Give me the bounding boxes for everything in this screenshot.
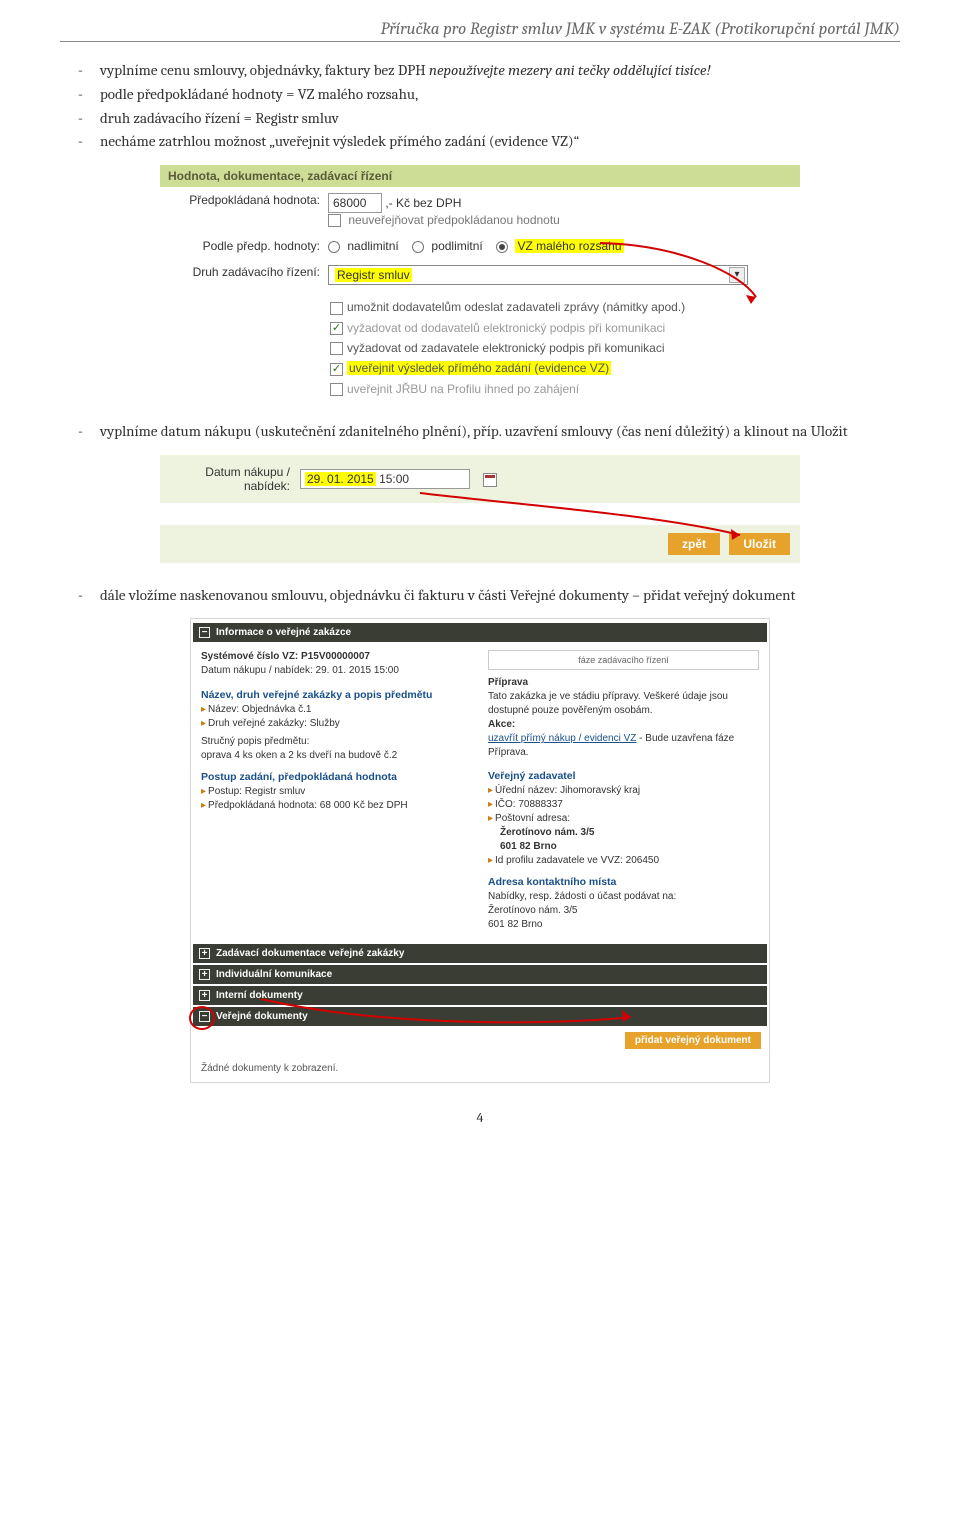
radio-label: VZ malého rozsahu: [515, 239, 623, 253]
list-item: necháme zatrhlou možnost „uveřejnit výsl…: [78, 131, 900, 153]
empty-docs-text: Žádné dokumenty k zobrazení.: [193, 1053, 767, 1080]
list-item: vyplníme datum nákupu (uskutečnění zdani…: [78, 421, 900, 443]
field-label: Předpokládaná hodnota:: [168, 193, 328, 207]
section-title: Informace o veřejné zakázce: [216, 627, 351, 638]
info-line: ▸Název: Objednávka č.1: [201, 703, 472, 717]
bullet-list-3: dále vložíme naskenovanou smlouvu, objed…: [60, 585, 900, 607]
procedure-select[interactable]: Registr smluv ▾: [328, 265, 748, 285]
collapse-icon[interactable]: −: [199, 627, 210, 638]
info-line: Datum nákupu / nabídek: 29. 01. 2015 15:…: [201, 664, 472, 678]
radio-label: podlimitní: [431, 239, 482, 253]
option-checkbox[interactable]: [330, 322, 343, 335]
address-line: 601 82 Brno: [500, 841, 557, 852]
section-bar[interactable]: + Zadávací dokumentace veřejné zakázky: [193, 944, 767, 963]
section-bar[interactable]: + Individuální komunikace: [193, 965, 767, 984]
currency-suffix: ,- Kč bez DPH: [385, 196, 461, 210]
section-bar[interactable]: + Interní dokumenty: [193, 986, 767, 1005]
address-line: 601 82 Brno: [488, 918, 759, 932]
radio-nadlimitni[interactable]: [328, 241, 340, 253]
phase-desc: Tato zakázka je ve stádiu přípravy. Vešk…: [488, 690, 759, 718]
info-line: Nabídky, resp. žádosti o účast podávat n…: [488, 890, 759, 904]
sub-heading: Postup zadání, předpokládaná hodnota: [201, 771, 472, 783]
field-label: Druh zadávacího řízení:: [168, 265, 328, 279]
section-title: Interní dokumenty: [216, 990, 303, 1001]
expand-icon[interactable]: +: [199, 969, 210, 980]
bullet-list-2: vyplníme datum nákupu (uskutečnění zdani…: [60, 421, 900, 443]
info-line: oprava 4 ks oken a 2 ks dveří na budově …: [201, 749, 472, 763]
chevron-down-icon: ▾: [729, 267, 745, 283]
info-line: Id profilu zadavatele ve VVZ: 206450: [495, 855, 659, 866]
collapse-icon[interactable]: −: [199, 1011, 210, 1022]
info-line: IČO: 70888337: [495, 799, 563, 810]
phase-name: Příprava: [488, 677, 528, 688]
phase-label: fáze zadávacího řízení: [495, 655, 752, 665]
close-purchase-link[interactable]: uzavřít přímý nákup / evidenci VZ: [488, 733, 636, 744]
address-line: Žerotínovo nám. 3/5: [500, 827, 594, 838]
hide-value-checkbox[interactable]: [328, 214, 341, 227]
list-item: podle předpokládané hodnoty = VZ malého …: [78, 84, 900, 106]
save-button[interactable]: Uložit: [729, 533, 790, 555]
list-text: dále vložíme naskenovanou smlouvu, objed…: [100, 586, 795, 604]
option-checkbox[interactable]: [330, 363, 343, 376]
list-item: dále vložíme naskenovanou smlouvu, objed…: [78, 585, 900, 607]
form-section-header: Hodnota, dokumentace, zadávací řízení: [160, 165, 800, 187]
checkbox-label: neuveřejňovat předpokládanou hodnotu: [348, 213, 560, 227]
sub-heading: Adresa kontaktního místa: [488, 876, 759, 888]
list-item: vyplníme cenu smlouvy, objednávky, faktu…: [78, 60, 900, 82]
list-item: druh zadávacího řízení = Registr smluv: [78, 108, 900, 130]
list-text: vyplníme datum nákupu (uskutečnění zdani…: [100, 422, 848, 440]
options-list: umožnit dodavatelům odeslat zadavateli z…: [160, 297, 800, 399]
add-public-document-button[interactable]: přidat veřejný dokument: [625, 1032, 761, 1049]
field-label: Podle předp. hodnoty:: [168, 239, 328, 253]
section-bar[interactable]: − Informace o veřejné zakázce: [193, 623, 767, 642]
option-label: umožnit dodavatelům odeslat zadavateli z…: [347, 300, 685, 314]
list-italic: nepoužívejte mezery ani tečky oddělující…: [429, 61, 711, 79]
screenshot-detail: − Informace o veřejné zakázce Systémové …: [190, 618, 770, 1083]
option-checkbox[interactable]: [330, 302, 343, 315]
info-line: ▸Předpokládaná hodnota: 68 000 Kč bez DP…: [201, 799, 472, 813]
info-line: ▸Postup: Registr smluv: [201, 785, 472, 799]
option-checkbox[interactable]: [330, 342, 343, 355]
info-line: Stručný popis předmětu:: [201, 735, 472, 749]
expand-icon[interactable]: +: [199, 948, 210, 959]
page-header: Příručka pro Registr smluv JMK v systému…: [60, 20, 900, 42]
field-label: Datum nákupu / nabídek:: [170, 465, 300, 493]
calendar-icon[interactable]: [483, 473, 497, 487]
screenshot-form-1: Hodnota, dokumentace, zadávací řízení Př…: [160, 165, 800, 399]
option-label: vyžadovat od zadavatele elektronický pod…: [347, 341, 665, 355]
sub-heading: Název, druh veřejné zakázky a popis před…: [201, 689, 472, 701]
date-input[interactable]: 29. 01. 2015 15:00: [300, 469, 470, 489]
info-line: Systémové číslo VZ: P15V00000007: [201, 650, 472, 664]
section-bar-public-docs[interactable]: −Veřejné dokumenty: [193, 1007, 767, 1026]
select-value: Registr smluv: [335, 268, 412, 282]
action-label: Akce:: [488, 719, 515, 730]
info-line: ▸Druh veřejné zakázky: Služby: [201, 717, 472, 731]
info-line: Poštovní adresa:: [495, 813, 570, 824]
time-value: 15:00: [376, 472, 409, 486]
address-line: Žerotínovo nám. 3/5: [488, 904, 759, 918]
back-button[interactable]: zpět: [668, 533, 720, 555]
option-label: uveřejnit výsledek přímého zadání (evide…: [347, 361, 611, 375]
section-title: Individuální komunikace: [216, 969, 332, 980]
estimated-value-input[interactable]: 68000: [328, 193, 382, 213]
radio-maleho-rozsahu[interactable]: [496, 241, 508, 253]
date-value: 29. 01. 2015: [305, 472, 376, 486]
sub-heading: Veřejný zadavatel: [488, 770, 759, 782]
list-text: podle předpokládané hodnoty = VZ malého …: [100, 85, 418, 103]
bullet-list-1: vyplníme cenu smlouvy, objednávky, faktu…: [60, 60, 900, 153]
expand-icon[interactable]: +: [199, 990, 210, 1001]
list-text: druh zadávacího řízení = Registr smluv: [100, 109, 339, 127]
option-label: uveřejnit JŘBU na Profilu ihned po zaháj…: [347, 382, 579, 396]
info-line: Úřední název: Jihomoravský kraj: [495, 785, 640, 796]
option-label: vyžadovat od dodavatelů elektronický pod…: [347, 321, 665, 335]
section-title: Veřejné dokumenty: [216, 1011, 308, 1022]
section-title: Zadávací dokumentace veřejné zakázky: [216, 948, 404, 959]
screenshot-form-2: Datum nákupu / nabídek: 29. 01. 2015 15:…: [160, 455, 800, 563]
radio-podlimitni[interactable]: [412, 241, 424, 253]
radio-label: nadlimitní: [347, 239, 398, 253]
option-checkbox[interactable]: [330, 383, 343, 396]
list-text: necháme zatrhlou možnost „uveřejnit výsl…: [100, 132, 579, 150]
list-text: vyplníme cenu smlouvy, objednávky, faktu…: [100, 61, 429, 79]
page-number: 4: [60, 1109, 900, 1126]
